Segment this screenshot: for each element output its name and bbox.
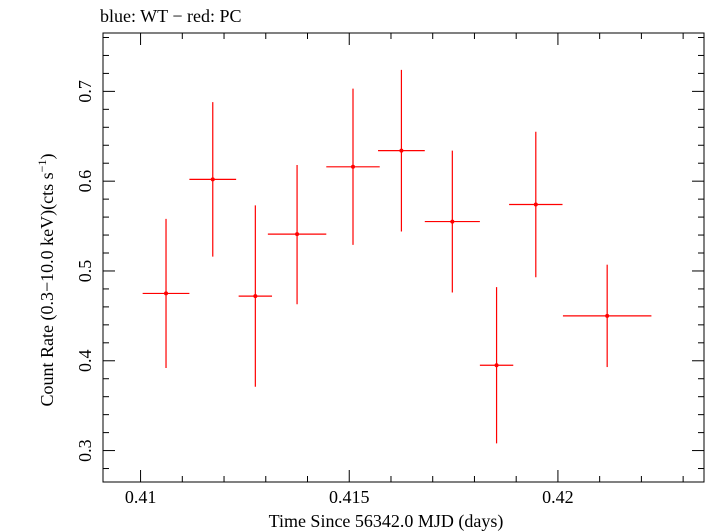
x-axis-label: Time Since 56342.0 MJD (days) [269, 511, 504, 532]
y-tick-label: 0.3 [75, 439, 95, 462]
y-tick-label: 0.7 [75, 80, 95, 103]
data-marker [253, 294, 258, 299]
major-ticks [103, 33, 704, 482]
y-tick-label: 0.5 [75, 260, 95, 283]
x-tick-labels: 0.41 0.415 0.42 [125, 487, 574, 507]
x-tick-label: 0.42 [542, 487, 574, 507]
data-point [378, 69, 425, 232]
data-point [509, 131, 563, 278]
y-axis-label-main: Count Rate (0.3−10.0 keV)(cts s [37, 172, 58, 406]
data-marker [295, 232, 300, 237]
data-point [267, 165, 327, 305]
x-tick-label: 0.41 [125, 487, 157, 507]
x-tick-label: 0.415 [329, 487, 370, 507]
y-axis-label: Count Rate (0.3−10.0 keV)(cts s−1) [35, 154, 58, 407]
minor-ticks [103, 33, 704, 482]
data-marker [494, 363, 499, 368]
data-point [562, 264, 652, 368]
data-point [238, 205, 273, 387]
data-marker [350, 164, 355, 169]
data-marker [399, 148, 404, 153]
data-points [142, 69, 652, 444]
y-tick-label: 0.4 [75, 350, 95, 373]
data-marker [605, 313, 610, 318]
data-marker [533, 202, 538, 207]
data-point [189, 102, 237, 257]
chart-title: blue: WT − red: PC [100, 6, 241, 26]
y-axis-label-close: ) [37, 154, 58, 160]
data-point [479, 287, 514, 444]
y-tick-label: 0.6 [75, 170, 95, 193]
y-tick-labels: 0.3 0.4 0.5 0.6 0.7 [75, 80, 95, 462]
data-marker [210, 177, 215, 182]
plot-frame [102, 32, 705, 483]
data-marker [164, 291, 169, 296]
data-marker [450, 219, 455, 224]
data-point [142, 218, 190, 368]
data-point [326, 88, 380, 245]
data-point [424, 150, 480, 293]
y-axis-label-superscript: −1 [35, 160, 49, 173]
